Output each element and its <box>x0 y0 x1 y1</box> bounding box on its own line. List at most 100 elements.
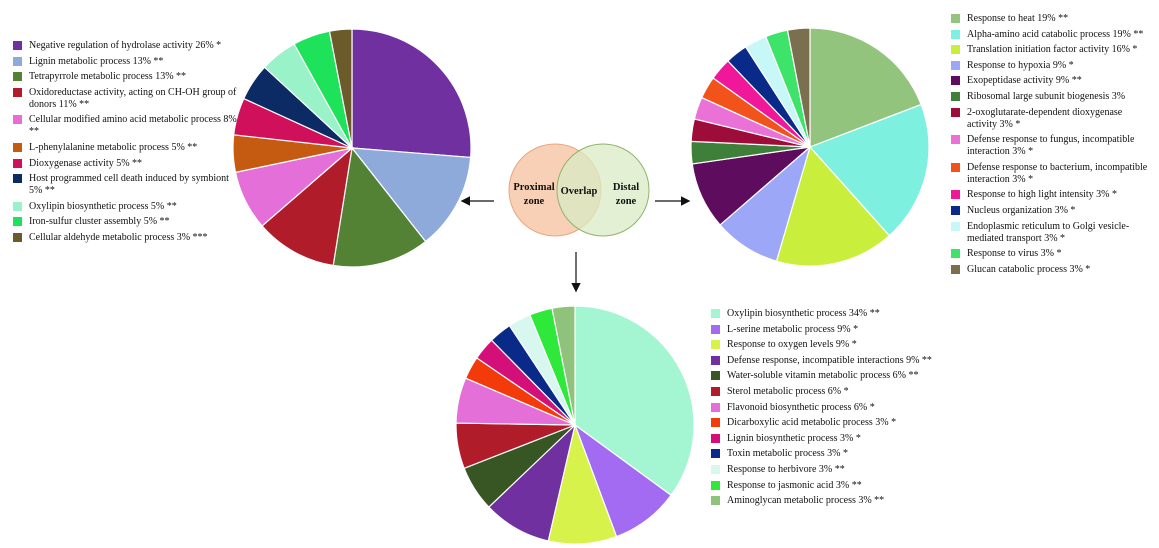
legend-label: Defense response, incompatible interacti… <box>727 354 932 366</box>
pie-slice-response-to-heat <box>809 27 922 148</box>
legend-item: Oxylipin biosynthetic process 5% ** <box>13 201 243 213</box>
legend-swatch <box>711 464 720 474</box>
legend-swatch <box>951 91 960 101</box>
venn-label-proximal-line2: zone <box>524 196 545 207</box>
legend-label: 2-oxoglutarate-dependent dioxygenase act… <box>967 106 1123 130</box>
legend-label: Water-soluble vitamin metabolic process … <box>727 370 919 382</box>
legend-swatch <box>951 29 960 39</box>
legend-label: Iron-sulfur cluster assembly 5% ** <box>29 216 170 228</box>
legend-item: Ribosomal large subunit biogenesis 3% <box>951 91 1151 103</box>
legend-label: Response to virus 3% * <box>967 248 1062 260</box>
legend-label: Ribosomal large subunit biogenesis 3% <box>967 90 1126 102</box>
legend-swatch <box>951 76 960 86</box>
pie-chart-proximal <box>232 28 472 268</box>
legend-item: Iron-sulfur cluster assembly 5% ** <box>13 216 243 228</box>
legend-item: Lignin biosynthetic process 3% * <box>711 433 951 445</box>
legend-swatch <box>951 107 960 117</box>
legend-label: Endoplasmic reticulum to Golgi vesicle-m… <box>967 220 1130 244</box>
legend-label: Response to oxygen levels 9% * <box>727 339 857 351</box>
legend-swatch <box>13 174 22 184</box>
legend-label: Flavonoid biosynthetic process 6% * <box>727 401 875 413</box>
legend-item: Cellular modified amino acid metabolic p… <box>13 114 243 138</box>
legend-label: Aminoglycan metabolic process 3% ** <box>727 495 885 507</box>
legend-label: Dicarboxylic acid metabolic process 3% * <box>727 417 897 429</box>
legend-label: Translation initiation factor activity 1… <box>967 44 1138 56</box>
legend-swatch <box>951 264 960 274</box>
legend-label: Host programmed cell death induced by sy… <box>29 173 229 197</box>
legend-swatch <box>13 142 22 152</box>
legend-item: Response to virus 3% * <box>951 248 1151 260</box>
legend-label: Oxidoreductase activity, acting on CH-OH… <box>29 86 237 110</box>
legend-swatch <box>711 418 720 428</box>
legend-swatch <box>711 480 720 490</box>
pie-slice-oxylipin-biosynthetic-process <box>574 305 695 497</box>
legend-item: Lignin metabolic process 13% ** <box>13 56 243 68</box>
legend-item: 2-oxoglutarate-dependent dioxygenase act… <box>951 107 1151 131</box>
legend-swatch <box>13 41 22 50</box>
legend-label: Toxin metabolic process 3% * <box>727 448 848 460</box>
legend-label: Glucan catabolic process 3% * <box>967 263 1091 275</box>
legend-label: Response to jasmonic acid 3% ** <box>727 479 862 491</box>
legend-swatch <box>13 158 22 168</box>
legend-item: Nucleus organization 3% * <box>951 205 1151 217</box>
legend-item: Flavonoid biosynthetic process 6% * <box>711 402 951 414</box>
legend-label: Response to hypoxia 9% * <box>967 59 1074 71</box>
legend-item: Defense response to fungus, incompatible… <box>951 134 1151 158</box>
legend-swatch <box>711 386 720 396</box>
legend-label: Response to herbivore 3% ** <box>727 463 845 475</box>
legend-item: Dioxygenase activity 5% ** <box>13 158 243 170</box>
legend-distal: Response to heat 19% ** Alpha-amino acid … <box>951 13 1151 279</box>
legend-item: Endoplasmic reticulum to Golgi vesicle-m… <box>951 221 1151 245</box>
legend-swatch <box>13 217 22 227</box>
legend-swatch <box>951 45 960 55</box>
legend-label: Defense response to bacterium, incompati… <box>967 161 1148 185</box>
legend-swatch <box>951 14 960 23</box>
pie-slice-negative-regulation-of-hydrolase-activity <box>351 28 472 159</box>
legend-label: Alpha-amino acid catabolic process 19% *… <box>967 28 1144 40</box>
pie-slice-translation-initiation-factor-activity <box>775 145 891 267</box>
pie-chart-distal <box>690 27 930 267</box>
legend-item: Translation initiation factor activity 1… <box>951 44 1151 56</box>
legend-swatch <box>13 56 22 66</box>
venn-label-distal-line1: Distal <box>613 182 639 193</box>
pie-slice-alpha-amino-acid-catabolic-process <box>808 103 930 237</box>
legend-item: Response to heat 19% ** <box>951 13 1151 25</box>
pie-slice-cellular-aldehyde-metabolic-process <box>328 28 353 149</box>
legend-label: Response to heat 19% ** <box>967 13 1069 24</box>
legend-label: Lignin biosynthetic process 3% * <box>727 432 861 444</box>
legend-swatch <box>711 402 720 412</box>
legend-label: Tetrapyrrole metabolic process 13% ** <box>29 71 187 83</box>
pie-slice-glucan-catabolic-process <box>786 27 811 148</box>
legend-label: Cellular aldehyde metabolic process 3% *… <box>29 231 208 243</box>
pie-chart-overlap <box>455 305 695 545</box>
legend-label: Cellular modified amino acid metabolic p… <box>29 114 237 138</box>
legend-item: L-phenylalanine metabolic process 5% ** <box>13 142 243 154</box>
legend-item: Water-soluble vitamin metabolic process … <box>711 370 951 382</box>
legend-item: Cellular aldehyde metabolic process 3% *… <box>13 232 243 244</box>
legend-swatch <box>711 340 720 350</box>
legend-item: L-serine metabolic process 9% * <box>711 324 951 336</box>
legend-swatch <box>13 72 22 82</box>
legend-item: Negative regulation of hydrolase activit… <box>13 40 243 52</box>
legend-item: Response to herbivore 3% ** <box>711 464 951 476</box>
legend-item: Toxin metabolic process 3% * <box>711 448 951 460</box>
venn-diagram: Proximal zone Overlap Distal zone <box>508 143 650 237</box>
legend-item: Tetrapyrrole metabolic process 13% ** <box>13 71 243 83</box>
legend-label: Dioxygenase activity 5% ** <box>29 157 143 169</box>
legend-label: Nucleus organization 3% * <box>967 204 1076 216</box>
legend-item: Sterol metabolic process 6% * <box>711 386 951 398</box>
legend-item: Oxidoreductase activity, acting on CH-OH… <box>13 87 243 111</box>
legend-swatch <box>711 324 720 334</box>
legend-item: Dicarboxylic acid metabolic process 3% * <box>711 417 951 429</box>
legend-overlap: Oxylipin biosynthetic process 34% ** L-se… <box>711 308 951 511</box>
pie-slice-tetrapyrrole-metabolic-process <box>332 146 427 268</box>
legend-item: Oxylipin biosynthetic process 34% ** <box>711 308 951 320</box>
legend-label: Defense response to fungus, incompatible… <box>967 134 1135 158</box>
legend-swatch <box>951 135 960 145</box>
legend-item: Defense response to bacterium, incompati… <box>951 162 1151 186</box>
venn-label-proximal-line1: Proximal <box>513 182 554 193</box>
legend-swatch <box>951 205 960 215</box>
legend-item: Exopeptidase activity 9% ** <box>951 75 1151 87</box>
pie-slice-oxidoreductase-activity-acting-on-ch-oh-group-of-donors <box>261 146 353 267</box>
